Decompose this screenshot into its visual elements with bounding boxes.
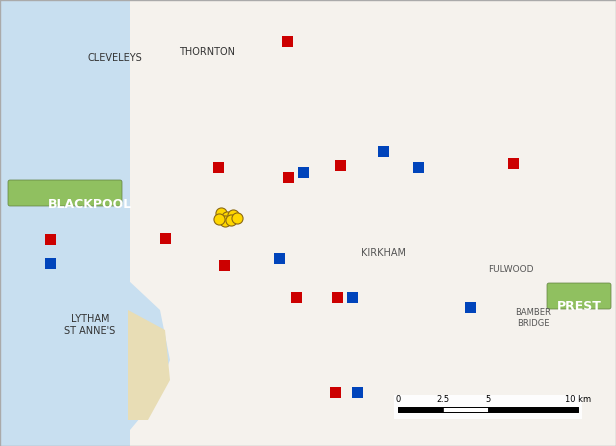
Bar bbox=[213, 161, 224, 173]
Bar bbox=[334, 160, 346, 170]
Bar bbox=[464, 301, 476, 313]
Bar bbox=[44, 234, 55, 244]
Text: 0: 0 bbox=[395, 395, 400, 404]
Text: FULWOOD: FULWOOD bbox=[488, 265, 533, 274]
Text: CLEVELEYS: CLEVELEYS bbox=[87, 53, 142, 63]
FancyBboxPatch shape bbox=[8, 180, 122, 206]
Polygon shape bbox=[128, 310, 170, 420]
Bar bbox=[44, 257, 55, 268]
Text: PREST: PREST bbox=[557, 301, 601, 314]
Bar bbox=[413, 161, 424, 173]
Bar bbox=[330, 387, 341, 397]
Bar bbox=[298, 166, 309, 178]
Bar bbox=[291, 292, 301, 302]
Bar bbox=[443, 407, 488, 412]
Text: KIRKHAM: KIRKHAM bbox=[362, 248, 407, 258]
Bar bbox=[274, 252, 285, 264]
Bar bbox=[398, 407, 578, 412]
Bar bbox=[282, 36, 293, 46]
Polygon shape bbox=[0, 280, 170, 430]
Text: BAMBER
BRIDGE: BAMBER BRIDGE bbox=[515, 308, 551, 328]
Text: THORNTON: THORNTON bbox=[179, 47, 235, 57]
Bar bbox=[394, 395, 582, 419]
Bar bbox=[160, 232, 171, 244]
Bar bbox=[508, 157, 519, 169]
Bar bbox=[352, 387, 362, 397]
Bar bbox=[488, 407, 578, 412]
Text: LYTHAM
ST ANNE'S: LYTHAM ST ANNE'S bbox=[65, 314, 116, 336]
Bar bbox=[346, 292, 357, 302]
Bar bbox=[331, 292, 342, 302]
Text: 10 km: 10 km bbox=[565, 395, 591, 404]
Text: BLACKPOOL: BLACKPOOL bbox=[48, 198, 132, 211]
Bar bbox=[398, 407, 443, 412]
FancyBboxPatch shape bbox=[547, 283, 611, 309]
Bar bbox=[283, 172, 293, 182]
Bar bbox=[378, 145, 389, 157]
Text: 2.5: 2.5 bbox=[437, 395, 450, 404]
Bar bbox=[0, 0, 130, 446]
Text: 5: 5 bbox=[485, 395, 490, 404]
Bar bbox=[219, 260, 230, 271]
